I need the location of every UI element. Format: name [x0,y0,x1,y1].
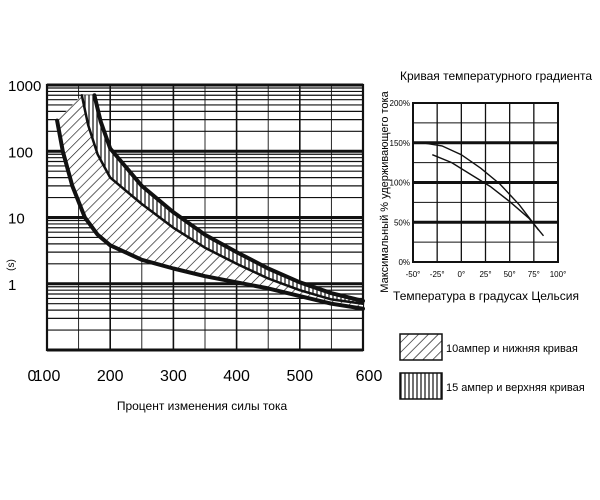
right-x-tick-labels: -50° -25° 0° 25° 50° 75° 100° [406,270,567,279]
right-curves [422,142,545,237]
left-y-tick-label: 10 [8,211,25,228]
right-plot-frame [412,102,559,263]
legend-swatch-vertical [399,372,443,400]
temperature-gradient-chart: Кривая температурного градиента -50° -25°… [379,69,592,303]
left-x-tick-label: 600 [356,368,383,385]
legend-label-10a: 10ампер и нижняя кривая [446,343,578,355]
right-y-tick-label: 200% [390,99,410,108]
left-curves [55,93,365,311]
left-curve-2 [92,93,365,303]
right-x-tick-label: 0° [458,270,466,279]
right-x-tick-label: -25° [430,270,445,279]
right-y-tick-label: 150% [390,139,410,148]
right-curve-0 [422,142,540,231]
left-x-tick-label: 200 [97,368,124,385]
right-y-tick-label: 100% [390,179,410,188]
right-grid [412,102,559,263]
right-curve-1 [432,154,545,237]
left-curve-1 [80,94,365,305]
right-x-tick-label: 50° [504,270,516,279]
right-x-tick-label: 100° [550,270,567,279]
left-y-tick-label: 100 [8,144,33,161]
left-y-tick-label: 1 [8,277,16,294]
legend-label-15a: 15 ампер и верхняя кривая [446,382,585,394]
right-y-tick-labels: 200% 150% 100% 50% 0% [390,99,410,267]
right-x-tick-label: -50° [406,270,421,279]
legend-swatch-diagonal [399,333,443,361]
left-y-tick-labels: 1000 100 10 1 [8,78,41,294]
left-x-axis-label: Процент изменения силы тока [117,399,288,413]
right-x-tick-label: 75° [528,270,540,279]
right-y-tick-label: 0% [398,258,410,267]
left-x-tick-label: 100 [34,368,61,385]
left-x-tick-label: 500 [286,368,313,385]
right-chart-title: Кривая температурного градиента [400,69,592,83]
left-x-tick-label: 0 [28,368,37,385]
left-x-tick-label: 400 [223,368,250,385]
left-curve-0 [55,118,365,311]
left-y-tick-label: 1000 [8,78,41,95]
left-plot-frame [45,83,365,352]
left-y-axis-label: (s) [6,259,17,271]
left-x-tick-label: 300 [160,368,187,385]
legend: 10ампер и нижняя кривая 15 ампер и верхн… [399,333,585,400]
right-y-axis-label: Максимальный % удерживающего тока [379,90,391,292]
right-x-axis-label: Температура в градусах Цельсия [393,289,579,303]
right-y-tick-label: 50% [394,218,410,227]
right-x-tick-label: 25° [479,270,491,279]
